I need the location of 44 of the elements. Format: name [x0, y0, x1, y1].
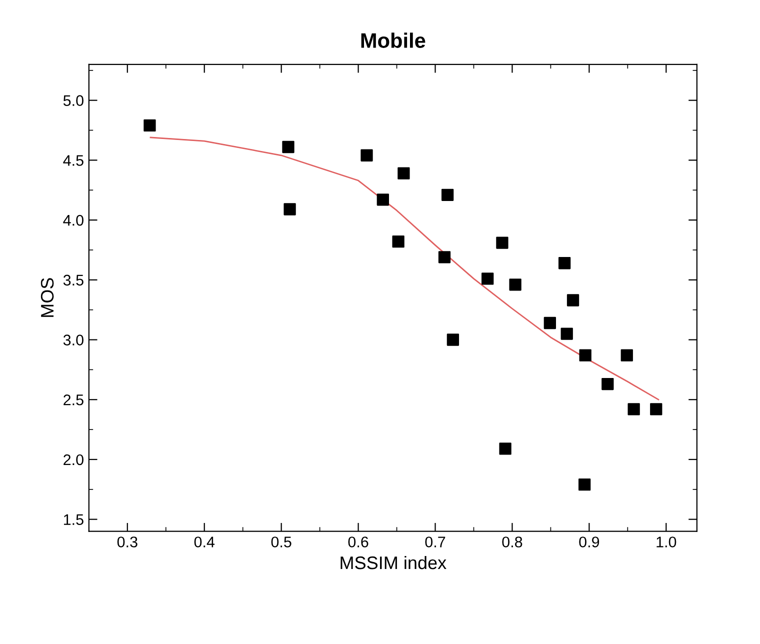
- y-tick-label: 5.0: [63, 95, 84, 106]
- point: [628, 403, 640, 416]
- point: [392, 236, 404, 248]
- x-tick-label: 0.4: [194, 536, 215, 548]
- y-axis-title: MOS: [40, 278, 54, 317]
- y-tick-label: 2.5: [64, 394, 84, 406]
- point: [360, 149, 373, 162]
- point: [282, 140, 294, 154]
- point: [579, 349, 592, 362]
- x-tick-label: 1.0: [656, 536, 676, 548]
- point: [650, 403, 662, 416]
- point: [560, 328, 573, 340]
- point: [482, 272, 494, 285]
- point: [438, 251, 451, 264]
- point: [496, 236, 508, 249]
- x-tick-label: 0.7: [425, 536, 446, 548]
- point: [566, 294, 580, 306]
- point: [441, 188, 454, 201]
- x-tick-label: 0.5: [271, 536, 292, 548]
- point: [398, 167, 410, 180]
- point: [144, 119, 156, 132]
- x-tick-label: 0.6: [348, 536, 368, 548]
- y-tick-label: 3.5: [63, 274, 84, 286]
- y-tick-label: 4.0: [63, 214, 84, 226]
- y-tick-label: 3.0: [63, 334, 84, 346]
- point: [544, 316, 556, 330]
- point: [284, 203, 296, 216]
- x-tick-label: 0.3: [117, 536, 138, 548]
- point: [499, 442, 512, 455]
- point: [376, 194, 389, 206]
- y-tick-label: 2.0: [64, 454, 84, 466]
- point: [602, 378, 614, 390]
- point: [578, 478, 591, 491]
- line-series: [150, 136, 660, 400]
- point: [558, 257, 571, 270]
- x-tick-label: 0.8: [502, 536, 522, 548]
- point: [620, 349, 633, 362]
- y-tick-label: 1.5: [64, 514, 84, 526]
- point: [509, 278, 522, 291]
- y-tick-label: 4.5: [63, 155, 84, 166]
- point: [446, 334, 460, 346]
- x-tick-label: 0.9: [579, 536, 600, 548]
- chart-title: Mobile: [361, 32, 426, 48]
- x-axis-title: MSSIM index: [340, 556, 446, 570]
